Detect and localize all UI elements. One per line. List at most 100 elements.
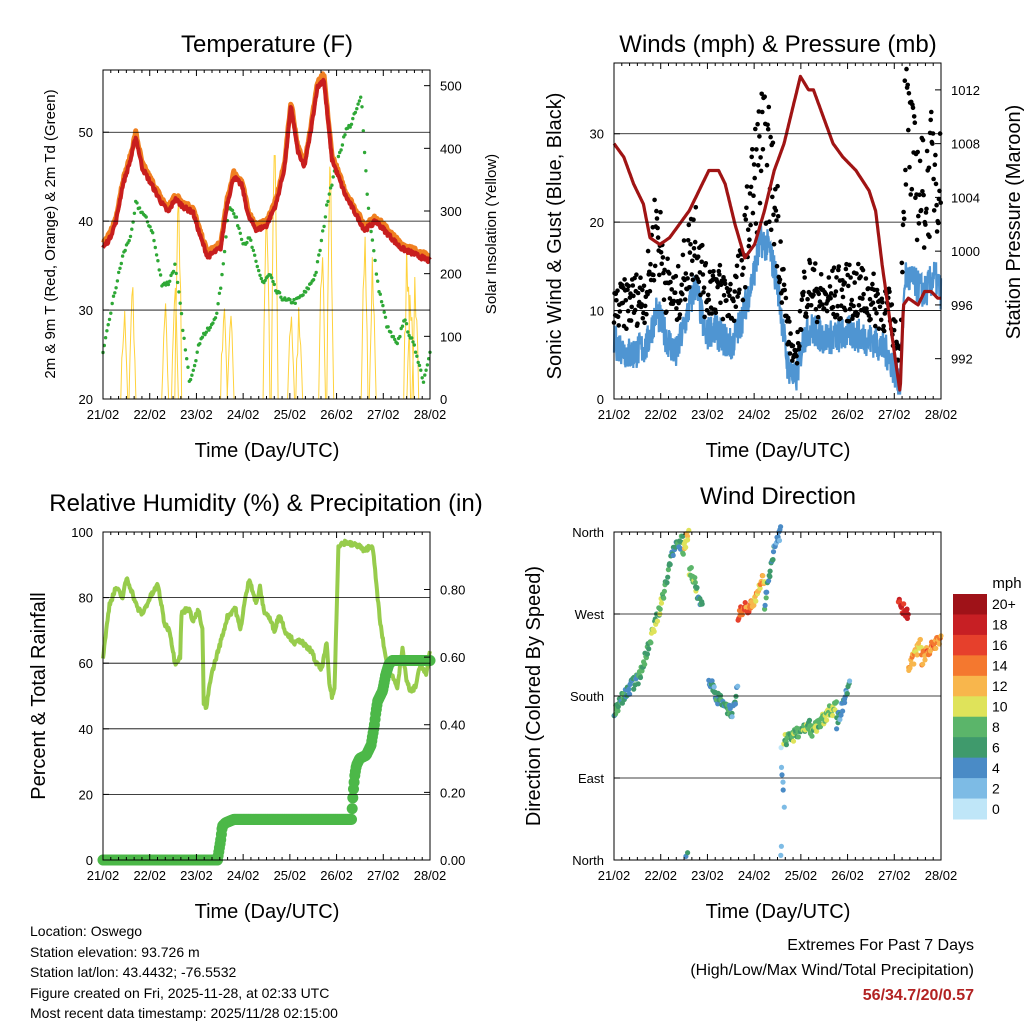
gust-point [751, 162, 757, 167]
gust-point [667, 271, 672, 276]
colorbar-label: 6 [992, 739, 1000, 755]
gust-point [744, 205, 749, 211]
dewpoint-point [221, 262, 225, 266]
direction-point [767, 568, 773, 574]
direction-axes: 21/02 22/02 23/02 24/02 25/02 26/02 27/02 28/02… [570, 525, 957, 883]
gust-point [747, 191, 753, 196]
gust-point [924, 206, 929, 212]
direction-point [780, 779, 786, 785]
gust-point [905, 82, 910, 88]
gust-point [771, 241, 777, 247]
gust-point [642, 303, 648, 309]
y-right-tick-label: 992 [951, 352, 973, 367]
gust-point [689, 272, 694, 277]
gust-point [933, 152, 938, 158]
dewpoint-point [410, 336, 414, 340]
gust-point [733, 304, 739, 310]
direction-point [667, 561, 673, 568]
dewpoint-point [211, 321, 215, 325]
dewpoint-point [336, 154, 341, 159]
dewpoint-point [157, 268, 161, 272]
x-tick-label: 24/02 [227, 868, 260, 883]
dewpoint-point [257, 268, 261, 273]
direction-point [764, 589, 770, 595]
gust-point [680, 252, 686, 258]
direction-point [615, 708, 621, 714]
gust-point [828, 291, 834, 296]
info-location: Location: Oswego [30, 923, 143, 939]
rh-marks [97, 538, 436, 866]
gust-point [917, 192, 922, 198]
winds-ylabel-right: Station Pressure (Maroon) [1003, 105, 1024, 340]
solar-insolation-spike [326, 166, 335, 400]
direction-point [814, 728, 820, 734]
dewpoint-point [220, 272, 224, 277]
direction-point [661, 595, 667, 601]
gust-point [634, 272, 639, 278]
dewpoint-point [357, 99, 362, 103]
dewpoint-point [216, 302, 220, 306]
gust-point [627, 295, 633, 300]
dewpoint-point [144, 215, 148, 219]
gust-point [904, 66, 909, 72]
winds-axes: 21/02 22/02 23/02 24/02 25/02 26/02 27/02 28/02… [590, 63, 980, 422]
gust-point [731, 298, 736, 304]
gust-point [903, 182, 909, 187]
gust-point [720, 316, 726, 322]
gust-point [906, 91, 912, 96]
gust-point [866, 286, 871, 291]
dewpoint-point [236, 224, 240, 228]
gust-point [936, 220, 941, 226]
precip-point [346, 813, 357, 825]
temperature-title: Temperature (F) [181, 31, 353, 58]
temperature-ylabel-right: Solar Insolation (Yellow) [483, 154, 500, 314]
x-tick-label: 28/02 [925, 868, 958, 883]
gust-point [690, 258, 695, 264]
gust-point [802, 275, 807, 280]
dewpoint-point [356, 102, 360, 106]
gust-point [790, 343, 796, 349]
gust-point [737, 287, 742, 293]
temperature-panel: Temperature (F) 21/02 22/02 23/02 24/02 25/0… [42, 31, 500, 462]
dewpoint-point [153, 245, 157, 250]
dewpoint-point [111, 294, 116, 298]
dewpoint-point [381, 303, 385, 308]
dewpoint-point [103, 336, 108, 340]
gust-point [781, 266, 786, 272]
gust-point [901, 209, 906, 215]
gust-point [775, 214, 781, 219]
gust-point [856, 303, 862, 308]
direction-point [842, 700, 848, 706]
precip-series [97, 655, 436, 866]
direction-point [770, 557, 776, 563]
temperature-axes: 21/02 22/02 23/02 24/02 25/02 26/02 27/02 28/02… [79, 70, 462, 422]
x-tick-label: 21/02 [87, 407, 120, 422]
y-right-tick-label: 100 [440, 329, 462, 344]
gust-point [750, 147, 755, 152]
colorbar-label: 4 [992, 760, 1000, 776]
direction-point [781, 804, 787, 810]
dewpoint-point [277, 291, 282, 295]
gust-point [614, 298, 619, 303]
colorbar-swatch [953, 798, 987, 820]
gust-point [659, 261, 664, 267]
direction-point [844, 691, 850, 697]
gust-point [826, 275, 832, 280]
direction-point [795, 734, 802, 740]
dewpoint-point [382, 310, 386, 314]
gust-point [799, 297, 805, 303]
gust-point [911, 114, 917, 119]
direction-point [833, 699, 840, 705]
gust-point [928, 117, 933, 123]
direction-point [911, 661, 917, 667]
gust-point [875, 291, 880, 297]
direction-point [626, 686, 632, 692]
dewpoint-point [379, 300, 384, 304]
temperature-frame [102, 69, 431, 400]
gust-point [818, 272, 824, 277]
gust-point [850, 313, 856, 319]
dewpoint-point [215, 311, 219, 315]
direction-point [688, 565, 694, 571]
gust-point [642, 320, 647, 326]
gust-point [640, 316, 646, 321]
